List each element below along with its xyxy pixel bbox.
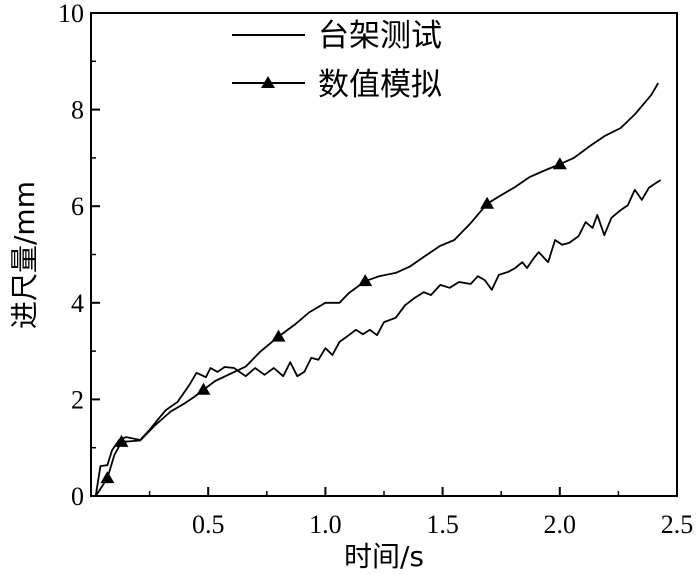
bench-test-series-line — [94, 179, 662, 497]
simulation-triangle-marker — [271, 329, 286, 342]
simulation-triangle-marker — [196, 382, 211, 395]
legend-triangle-marker-icon — [261, 76, 275, 88]
x-tick-label: 1.5 — [426, 510, 459, 539]
x-tick-label: 0.5 — [192, 510, 225, 539]
legend-entry-numerical-simulation: 数值模拟 — [232, 67, 442, 103]
y-tick-label: 8 — [71, 96, 84, 125]
simulation-triangle-marker — [480, 196, 495, 209]
legend-label-numerical-simulation: 数值模拟 — [318, 67, 442, 103]
y-axis-label: 进尺量/mm — [8, 181, 41, 329]
numerical-simulation-series-line — [94, 82, 659, 497]
y-tick-label: 6 — [71, 192, 84, 221]
series-layer — [94, 82, 662, 497]
x-tick-label: 1.0 — [309, 510, 342, 539]
x-axis-label: 时间/s — [344, 540, 424, 573]
y-tick-label: 0 — [71, 482, 84, 511]
y-tick-label: 10 — [58, 0, 84, 28]
simulation-triangle-marker — [100, 471, 115, 484]
x-tick-label: 2.5 — [661, 510, 694, 539]
legend-label-bench-test: 台架测试 — [318, 18, 442, 54]
simulation-triangle-marker — [552, 157, 567, 170]
x-tick-label: 2.0 — [544, 510, 577, 539]
axis-ticks-layer: 0.5 1.0 1.5 2.0 2.5 0 2 4 6 8 10 — [58, 0, 693, 539]
simulation-triangle-marker — [358, 274, 373, 287]
y-tick-label: 2 — [71, 385, 84, 414]
y-tick-label: 4 — [71, 289, 84, 318]
legend: 台架测试 数值模拟 — [232, 18, 442, 103]
legend-entry-bench-test: 台架测试 — [232, 18, 442, 54]
simulation-triangle-marker — [114, 434, 129, 447]
